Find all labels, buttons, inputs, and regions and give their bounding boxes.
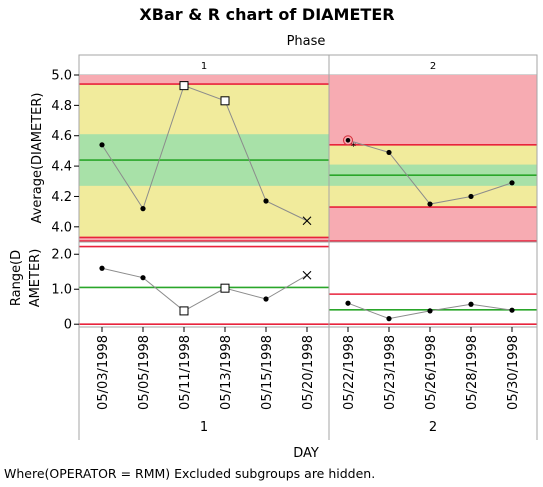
x-phase-group-label: 2 xyxy=(429,420,437,435)
xbar-point xyxy=(140,206,146,212)
range-frame xyxy=(78,241,538,328)
x-phase-group-label: 1 xyxy=(200,420,208,435)
range-y-axis-label: Range(D AMETER) xyxy=(9,249,43,308)
x-tick-label-date: 05/20/1998 xyxy=(301,335,316,410)
range-y-tick-label: 1.0 xyxy=(51,283,72,298)
xbar-point xyxy=(468,193,474,200)
range-point xyxy=(468,301,474,307)
x-tick-label-date: 05/28/1998 xyxy=(465,335,480,410)
x-tick-label-date: 05/23/1998 xyxy=(383,335,398,410)
x-tick-label-date: 05/05/1998 xyxy=(137,335,152,410)
footnote: Where(OPERATOR = RMM) Excluded subgroups… xyxy=(4,466,375,481)
xbar-point xyxy=(99,142,105,148)
phase-header-label: 1 xyxy=(201,61,207,72)
x-tick-label-date: 05/30/1998 xyxy=(506,335,521,410)
xbar-y-tick-label: 5.0 xyxy=(51,69,72,84)
x-tick-label-date: 05/26/1998 xyxy=(424,335,439,410)
xbar-point xyxy=(179,81,189,91)
range-point xyxy=(220,283,230,293)
xbar-point xyxy=(427,201,433,207)
xbar-y-tick-label: 4.8 xyxy=(51,99,72,114)
xbar-point xyxy=(263,198,269,204)
phase-label: Phase xyxy=(287,34,326,49)
xbar-y-tick-label: 4.6 xyxy=(51,129,72,144)
xbar-point xyxy=(220,96,230,106)
range-y-tick-label: 0 xyxy=(64,318,72,333)
range-point xyxy=(345,300,351,306)
phase-header xyxy=(78,54,538,76)
range-point xyxy=(140,275,146,281)
xbar-y-tick-label: 4.0 xyxy=(51,220,72,235)
range-y-tick-label: 2.0 xyxy=(51,248,72,263)
range-series-line xyxy=(101,267,308,312)
phase-header-label: 2 xyxy=(430,61,436,72)
x-tick-label-date: 05/15/1998 xyxy=(260,335,275,410)
xbar-y-axis-label: Average(DIAMETER) xyxy=(30,93,45,224)
range-point xyxy=(302,270,312,280)
x-tick-label-date: 05/03/1998 xyxy=(96,335,111,410)
x-tick-label-date: 05/22/1998 xyxy=(342,335,357,410)
chart-title: XBar & R chart of DIAMETER xyxy=(139,5,394,24)
range-point xyxy=(263,296,269,302)
range-point xyxy=(427,308,433,314)
xbar-y-tick-label: 4.2 xyxy=(51,190,72,205)
test-flag-mark: * xyxy=(351,141,356,152)
range-point xyxy=(386,316,392,322)
x-tick-label-date: 05/11/1998 xyxy=(178,335,193,410)
xbar-y-tick-label: 4.4 xyxy=(51,160,72,175)
xbar-point xyxy=(386,149,392,156)
xbar-point xyxy=(509,180,515,186)
range-background xyxy=(79,242,537,327)
range-point xyxy=(509,307,515,313)
x-axis-label: DAY xyxy=(293,446,319,461)
xbar-series-line xyxy=(101,84,308,222)
range-point xyxy=(99,265,105,271)
xbar-point xyxy=(302,216,312,226)
x-tick-label-date: 05/13/1998 xyxy=(219,335,234,410)
range-point xyxy=(179,306,189,316)
xbar-point xyxy=(345,137,351,143)
